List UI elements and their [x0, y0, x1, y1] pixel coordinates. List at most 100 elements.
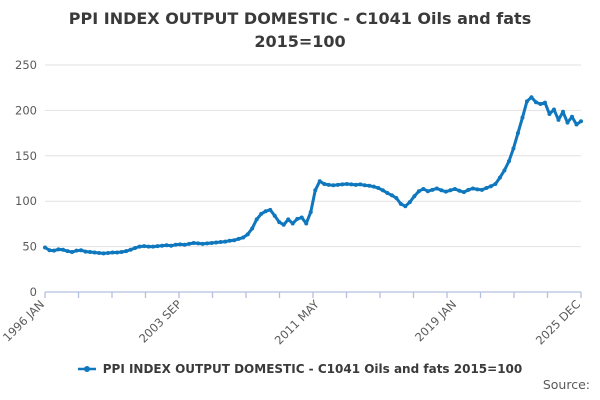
series-point — [227, 238, 232, 243]
series-point — [515, 131, 520, 136]
series-point — [371, 184, 376, 189]
series-point — [61, 247, 66, 252]
source-note: Source: — [542, 377, 590, 392]
y-axis-tick-label: 0 — [30, 285, 37, 299]
series-point — [259, 211, 264, 216]
series-point — [322, 181, 327, 186]
series-point — [335, 182, 340, 187]
chart-title: PPI INDEX OUTPUT DOMESTIC - C1041 Oils a… — [0, 7, 600, 53]
series-point — [119, 250, 124, 255]
series-point — [353, 182, 358, 187]
series-point — [173, 242, 178, 247]
series-point — [425, 189, 430, 194]
series-point — [187, 241, 192, 246]
series-point — [88, 250, 93, 255]
series-point — [502, 168, 507, 173]
series-point — [439, 188, 444, 193]
series-point — [178, 242, 183, 247]
series-point — [43, 245, 47, 250]
series-point — [542, 100, 547, 105]
series-point — [115, 250, 120, 255]
series-point — [146, 244, 151, 249]
x-axis-tick-label: 2011 MAY — [272, 297, 323, 348]
series-point — [277, 220, 282, 225]
series-point — [497, 175, 502, 180]
series-point — [83, 249, 88, 254]
series-point — [506, 159, 511, 164]
y-axis-tick-label: 250 — [15, 58, 37, 72]
series-point — [52, 248, 57, 253]
series-point — [155, 244, 160, 249]
series-point — [295, 216, 300, 221]
series-point — [209, 240, 214, 245]
series-point — [70, 250, 75, 255]
series-point — [65, 249, 70, 254]
legend-label: PPI INDEX OUTPUT DOMESTIC - C1041 Oils a… — [102, 362, 523, 376]
series-point — [160, 243, 165, 248]
series-point — [331, 183, 336, 188]
series-point — [484, 186, 489, 191]
series-point — [524, 99, 529, 104]
series-point — [529, 95, 534, 100]
series-point — [232, 238, 237, 243]
series-point — [443, 189, 448, 194]
series-point — [92, 250, 97, 255]
series-point — [308, 210, 313, 215]
series-point — [403, 204, 408, 209]
series-point — [169, 243, 174, 248]
y-axis-tick-label: 150 — [15, 149, 37, 163]
series-point — [182, 242, 187, 247]
series-point — [574, 122, 579, 127]
series-point — [551, 107, 556, 112]
series-point — [133, 245, 138, 250]
series-point — [290, 221, 295, 226]
series-point — [579, 119, 583, 124]
series-point — [344, 181, 349, 186]
series-point — [367, 183, 372, 188]
series-point — [74, 248, 79, 253]
series-point — [452, 186, 457, 191]
line-chart: 0 50 100 150 200 250 1996 JAN 2003 SEP 2011 MAY 2… — [0, 58, 583, 348]
x-axis-tick-label: 1996 JAN — [0, 297, 47, 344]
series-point — [137, 244, 142, 249]
series-point — [200, 241, 205, 246]
series-point — [556, 117, 561, 122]
series-point — [106, 250, 111, 255]
series-point — [448, 188, 453, 193]
series-point — [205, 241, 210, 246]
series-point — [241, 235, 246, 240]
series-point — [142, 244, 147, 249]
series-point — [479, 187, 484, 192]
series-point — [430, 187, 435, 192]
series-point — [362, 183, 367, 188]
series-point — [340, 182, 345, 187]
series-point — [538, 102, 543, 107]
series-point — [511, 146, 516, 151]
series-point — [236, 236, 241, 241]
series-point — [299, 215, 304, 220]
series-point — [421, 186, 426, 191]
series-point — [470, 186, 475, 191]
series-point — [385, 191, 390, 196]
series-point — [493, 181, 498, 186]
series-point — [304, 221, 309, 226]
series-point — [286, 217, 291, 222]
series-point — [569, 114, 574, 119]
series-point — [47, 248, 52, 253]
series-point — [457, 188, 462, 193]
series-point — [313, 188, 318, 193]
chart-title-line2: 2015=100 — [254, 32, 346, 51]
series-point — [398, 201, 403, 206]
series-point — [560, 109, 565, 114]
series-point — [250, 226, 255, 231]
series-point — [218, 240, 223, 245]
series-point — [533, 100, 538, 105]
x-axis-tick-label: 2025 DEC — [533, 297, 583, 347]
series-point — [475, 187, 480, 192]
series-point — [488, 184, 493, 189]
chart-title-line1: PPI INDEX OUTPUT DOMESTIC - C1041 Oils a… — [68, 9, 532, 28]
series-point — [196, 241, 201, 246]
series-point — [281, 222, 286, 227]
series-point — [317, 179, 322, 184]
y-axis-tick-label: 100 — [15, 194, 37, 208]
